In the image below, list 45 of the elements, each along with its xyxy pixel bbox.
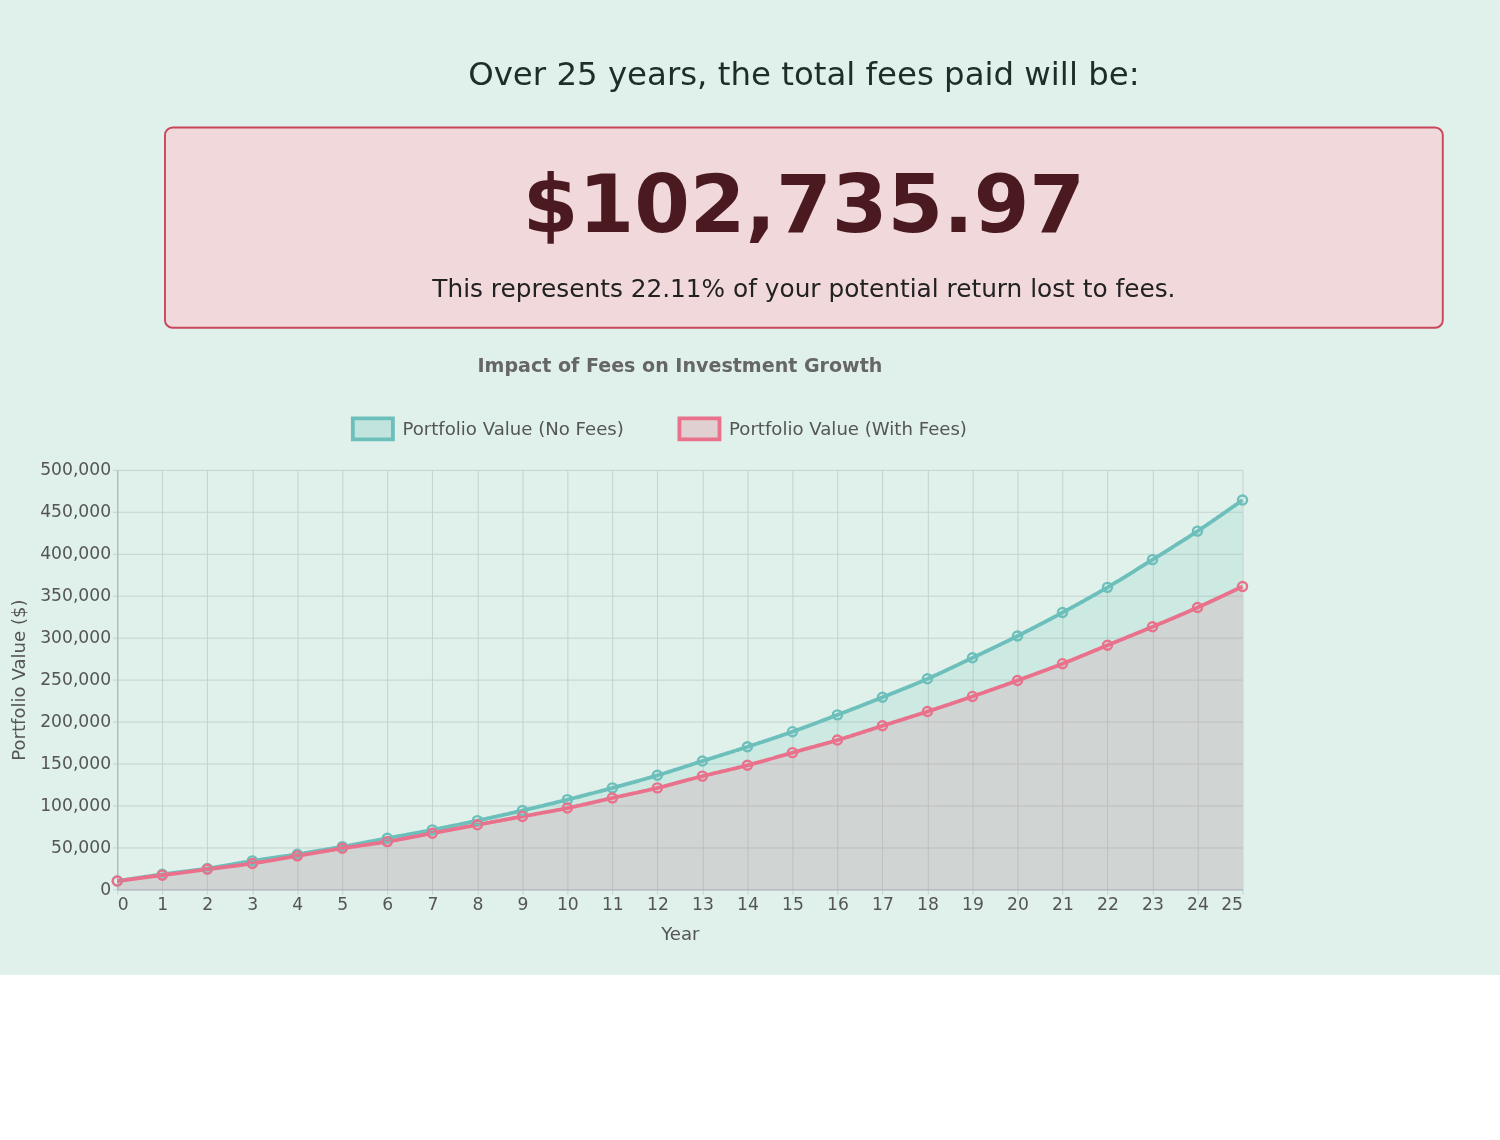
y-tick-label: 500,000 [40, 459, 112, 480]
x-tick-label: 5 [337, 893, 349, 914]
text: This represents 22.11% of your potential return lost to fees. [431, 274, 1176, 304]
y-tick-label: 200,000 [40, 710, 112, 731]
y-tick-label: 400,000 [40, 543, 112, 564]
x-axis-title: Year [660, 922, 701, 944]
y-axis-title: Portfolio Value ($) [7, 599, 29, 761]
x-tick-label: 6 [382, 893, 394, 914]
x-tick-label: 12 [646, 893, 669, 914]
x-tick-label: 4 [292, 893, 304, 914]
x-tick-label: 21 [1052, 893, 1074, 914]
y-tick-label: 250,000 [40, 668, 112, 689]
x-tick-label: 20 [1007, 893, 1029, 914]
x-tick-label: 18 [917, 893, 939, 914]
legend-label: Portfolio Value (No Fees) [402, 417, 624, 439]
x-tick-label: 0 [117, 893, 129, 914]
x-tick-label: 11 [601, 893, 624, 914]
x-tick-label: 9 [517, 893, 529, 914]
chart-title: Impact of Fees on Investment Growth [477, 353, 883, 376]
x-tick-label: 25 [1221, 893, 1244, 914]
x-tick-label: 23 [1142, 893, 1164, 914]
x-tick-label: 24 [1187, 893, 1209, 914]
y-tick-label: 450,000 [40, 501, 112, 522]
y-tick-label: 50,000 [51, 836, 112, 857]
x-tick-label: 8 [472, 893, 484, 914]
x-tick-label: 13 [691, 893, 714, 914]
legend-label: Portfolio Value (With Fees) [729, 417, 967, 439]
text: $102,735.97 [522, 158, 1086, 252]
y-tick-label: 300,000 [40, 626, 112, 647]
y-tick-label: 100,000 [40, 794, 112, 815]
x-tick-label: 2 [202, 893, 214, 914]
x-tick-label: 17 [872, 893, 894, 914]
x-tick-label: 1 [157, 893, 169, 914]
x-tick-label: 10 [556, 893, 579, 914]
y-tick-label: 150,000 [40, 752, 112, 773]
y-tick-label: 0 [100, 878, 112, 899]
y-tick-label: 350,000 [40, 584, 112, 605]
x-tick-label: 15 [781, 893, 804, 914]
x-tick-label: 3 [247, 893, 259, 914]
text: Over 25 years, the total fees paid will be: [468, 54, 1140, 93]
x-tick-label: 14 [736, 893, 759, 914]
x-tick-label: 19 [962, 893, 984, 914]
x-tick-label: 7 [427, 893, 439, 914]
x-tick-label: 16 [827, 893, 849, 914]
x-tick-label: 22 [1097, 893, 1119, 914]
